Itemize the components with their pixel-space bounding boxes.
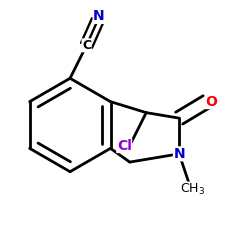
Text: N: N (93, 10, 105, 24)
Text: Cl: Cl (117, 138, 132, 152)
Text: O: O (206, 95, 218, 109)
Text: CH$_3$: CH$_3$ (180, 182, 206, 197)
Text: C: C (82, 39, 91, 52)
Text: N: N (173, 147, 185, 161)
